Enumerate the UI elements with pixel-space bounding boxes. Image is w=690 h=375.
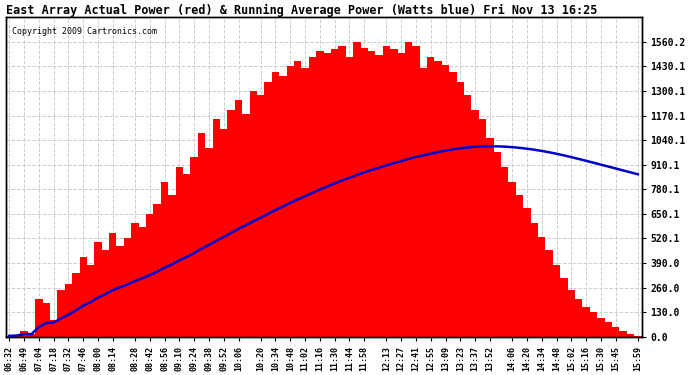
Bar <box>457 81 464 337</box>
Bar <box>531 224 538 337</box>
Bar <box>28 334 35 337</box>
Bar <box>375 55 383 337</box>
Bar <box>353 42 361 337</box>
Bar <box>390 50 397 337</box>
Bar <box>627 334 634 337</box>
Bar <box>87 265 95 337</box>
Bar <box>523 208 531 337</box>
Bar <box>346 57 353 337</box>
Bar <box>338 46 346 337</box>
Bar <box>604 322 612 337</box>
Bar <box>435 61 442 337</box>
Bar <box>117 246 124 337</box>
Bar <box>153 204 161 337</box>
Bar <box>383 46 390 337</box>
Bar <box>35 299 43 337</box>
Bar <box>634 336 642 337</box>
Bar <box>257 95 264 337</box>
Bar <box>20 331 28 337</box>
Bar <box>72 273 79 337</box>
Bar <box>397 53 405 337</box>
Bar <box>213 119 220 337</box>
Bar <box>13 335 20 337</box>
Bar <box>131 224 139 337</box>
Bar <box>220 129 228 337</box>
Bar <box>405 42 413 337</box>
Bar <box>50 320 57 337</box>
Bar <box>464 95 471 337</box>
Bar <box>139 227 146 337</box>
Bar <box>43 303 50 337</box>
Bar <box>146 214 153 337</box>
Bar <box>442 64 449 337</box>
Bar <box>264 81 272 337</box>
Bar <box>65 284 72 337</box>
Bar <box>471 110 479 337</box>
Bar <box>361 48 368 337</box>
Bar <box>413 46 420 337</box>
Bar <box>161 182 168 337</box>
Bar <box>302 68 308 337</box>
Bar <box>183 174 190 337</box>
Bar <box>553 265 560 337</box>
Bar <box>286 66 294 337</box>
Bar <box>190 157 198 337</box>
Bar <box>101 250 109 337</box>
Bar <box>176 166 183 337</box>
Bar <box>420 68 427 337</box>
Bar <box>509 182 516 337</box>
Bar <box>501 166 509 337</box>
Bar <box>279 76 286 337</box>
Bar <box>294 61 302 337</box>
Text: Copyright 2009 Cartronics.com: Copyright 2009 Cartronics.com <box>12 27 157 36</box>
Bar <box>316 51 324 337</box>
Bar <box>308 57 316 337</box>
Bar <box>568 290 575 337</box>
Bar <box>486 138 493 337</box>
Bar <box>57 290 65 337</box>
Bar <box>427 57 435 337</box>
Bar <box>205 148 213 337</box>
Bar <box>575 299 582 337</box>
Bar <box>242 114 250 337</box>
Bar <box>331 50 338 337</box>
Bar <box>449 72 457 337</box>
Bar <box>324 53 331 337</box>
Bar <box>198 133 205 337</box>
Bar <box>612 327 620 337</box>
Bar <box>368 51 375 337</box>
Bar <box>250 91 257 337</box>
Bar <box>124 238 131 337</box>
Bar <box>479 119 486 337</box>
Bar <box>597 318 604 337</box>
Bar <box>95 242 101 337</box>
Bar <box>168 195 176 337</box>
Bar <box>235 100 242 337</box>
Bar <box>620 331 627 337</box>
Text: East Array Actual Power (red) & Running Average Power (Watts blue) Fri Nov 13 16: East Array Actual Power (red) & Running … <box>6 4 597 17</box>
Bar <box>545 250 553 337</box>
Bar <box>582 306 590 337</box>
Bar <box>560 278 568 337</box>
Bar <box>228 110 235 337</box>
Bar <box>538 237 545 337</box>
Bar <box>79 257 87 337</box>
Bar <box>272 72 279 337</box>
Bar <box>6 336 13 337</box>
Bar <box>493 152 501 337</box>
Bar <box>109 233 117 337</box>
Bar <box>516 195 523 337</box>
Bar <box>590 312 597 337</box>
